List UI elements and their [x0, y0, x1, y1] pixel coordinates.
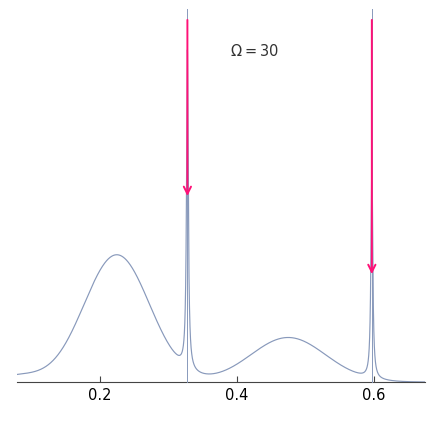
Text: $\Omega = 30$: $\Omega = 30$	[230, 43, 278, 59]
